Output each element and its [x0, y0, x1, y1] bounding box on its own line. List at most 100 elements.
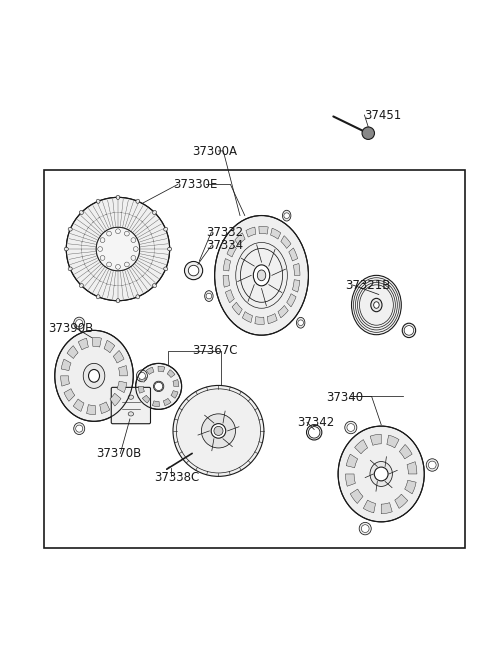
Polygon shape — [104, 340, 115, 353]
Polygon shape — [399, 445, 412, 459]
Circle shape — [188, 265, 199, 276]
Ellipse shape — [164, 228, 168, 231]
Ellipse shape — [215, 216, 309, 335]
Ellipse shape — [371, 298, 382, 312]
Ellipse shape — [136, 370, 147, 382]
Ellipse shape — [253, 265, 270, 286]
Ellipse shape — [68, 267, 72, 271]
Polygon shape — [138, 386, 144, 393]
Text: 37334: 37334 — [206, 239, 244, 252]
Ellipse shape — [55, 331, 133, 421]
Ellipse shape — [153, 283, 156, 287]
Polygon shape — [350, 489, 363, 504]
Ellipse shape — [402, 323, 416, 338]
Ellipse shape — [96, 295, 100, 299]
Ellipse shape — [128, 412, 133, 416]
Ellipse shape — [96, 199, 100, 203]
Polygon shape — [278, 306, 288, 318]
Ellipse shape — [164, 267, 168, 271]
Polygon shape — [235, 233, 245, 245]
Ellipse shape — [173, 386, 264, 476]
Polygon shape — [355, 440, 368, 454]
Polygon shape — [60, 376, 70, 386]
Polygon shape — [67, 346, 78, 358]
Ellipse shape — [184, 262, 203, 279]
FancyBboxPatch shape — [111, 387, 151, 424]
Polygon shape — [158, 366, 165, 372]
Polygon shape — [61, 359, 71, 371]
Ellipse shape — [83, 363, 105, 388]
Polygon shape — [259, 226, 268, 234]
Polygon shape — [64, 389, 75, 401]
Ellipse shape — [204, 291, 213, 302]
Polygon shape — [78, 338, 88, 350]
Ellipse shape — [240, 249, 283, 302]
Polygon shape — [346, 454, 358, 468]
Ellipse shape — [116, 298, 120, 303]
Circle shape — [374, 467, 388, 481]
Circle shape — [347, 424, 355, 432]
Polygon shape — [363, 500, 375, 513]
Polygon shape — [226, 290, 234, 303]
Polygon shape — [381, 502, 392, 514]
Text: 37451: 37451 — [364, 108, 402, 121]
Ellipse shape — [154, 381, 164, 392]
Polygon shape — [227, 244, 236, 257]
Circle shape — [138, 373, 145, 379]
Ellipse shape — [74, 318, 85, 329]
Ellipse shape — [211, 424, 226, 438]
Circle shape — [155, 382, 163, 390]
Polygon shape — [142, 396, 150, 403]
Polygon shape — [139, 375, 146, 382]
Polygon shape — [242, 312, 252, 323]
Circle shape — [206, 293, 212, 299]
Polygon shape — [395, 494, 408, 508]
Text: 37342: 37342 — [298, 416, 335, 429]
Polygon shape — [100, 402, 110, 413]
Polygon shape — [289, 248, 298, 261]
Polygon shape — [292, 279, 300, 292]
Text: 37338C: 37338C — [154, 471, 199, 484]
Polygon shape — [73, 399, 84, 411]
Polygon shape — [293, 264, 300, 276]
Circle shape — [309, 426, 320, 438]
Polygon shape — [346, 474, 355, 486]
Polygon shape — [287, 294, 296, 307]
Text: 37330E: 37330E — [173, 178, 217, 191]
Polygon shape — [163, 398, 171, 405]
Text: 37370B: 37370B — [96, 447, 142, 460]
Text: 37367C: 37367C — [192, 344, 238, 358]
Circle shape — [362, 127, 374, 140]
Ellipse shape — [202, 414, 236, 448]
Polygon shape — [173, 380, 179, 386]
Ellipse shape — [345, 421, 357, 434]
Ellipse shape — [426, 459, 438, 471]
Circle shape — [284, 213, 289, 218]
Ellipse shape — [153, 211, 156, 215]
Ellipse shape — [136, 363, 181, 409]
Circle shape — [428, 461, 436, 469]
Polygon shape — [119, 365, 127, 376]
Ellipse shape — [80, 283, 84, 287]
Polygon shape — [113, 350, 124, 363]
Circle shape — [76, 425, 83, 432]
Circle shape — [298, 320, 303, 325]
Circle shape — [404, 325, 414, 335]
Ellipse shape — [136, 199, 140, 203]
Polygon shape — [152, 401, 159, 407]
Ellipse shape — [74, 422, 85, 434]
Ellipse shape — [88, 369, 99, 382]
Text: 37300A: 37300A — [192, 146, 237, 158]
Ellipse shape — [373, 302, 379, 308]
Ellipse shape — [136, 295, 140, 299]
Ellipse shape — [297, 318, 305, 328]
Text: 37390B: 37390B — [48, 323, 94, 335]
Ellipse shape — [80, 211, 84, 215]
Polygon shape — [281, 236, 291, 249]
Ellipse shape — [351, 276, 401, 335]
Polygon shape — [246, 227, 256, 237]
Ellipse shape — [282, 211, 291, 221]
Ellipse shape — [116, 195, 120, 199]
Polygon shape — [405, 480, 416, 494]
Polygon shape — [93, 337, 101, 347]
